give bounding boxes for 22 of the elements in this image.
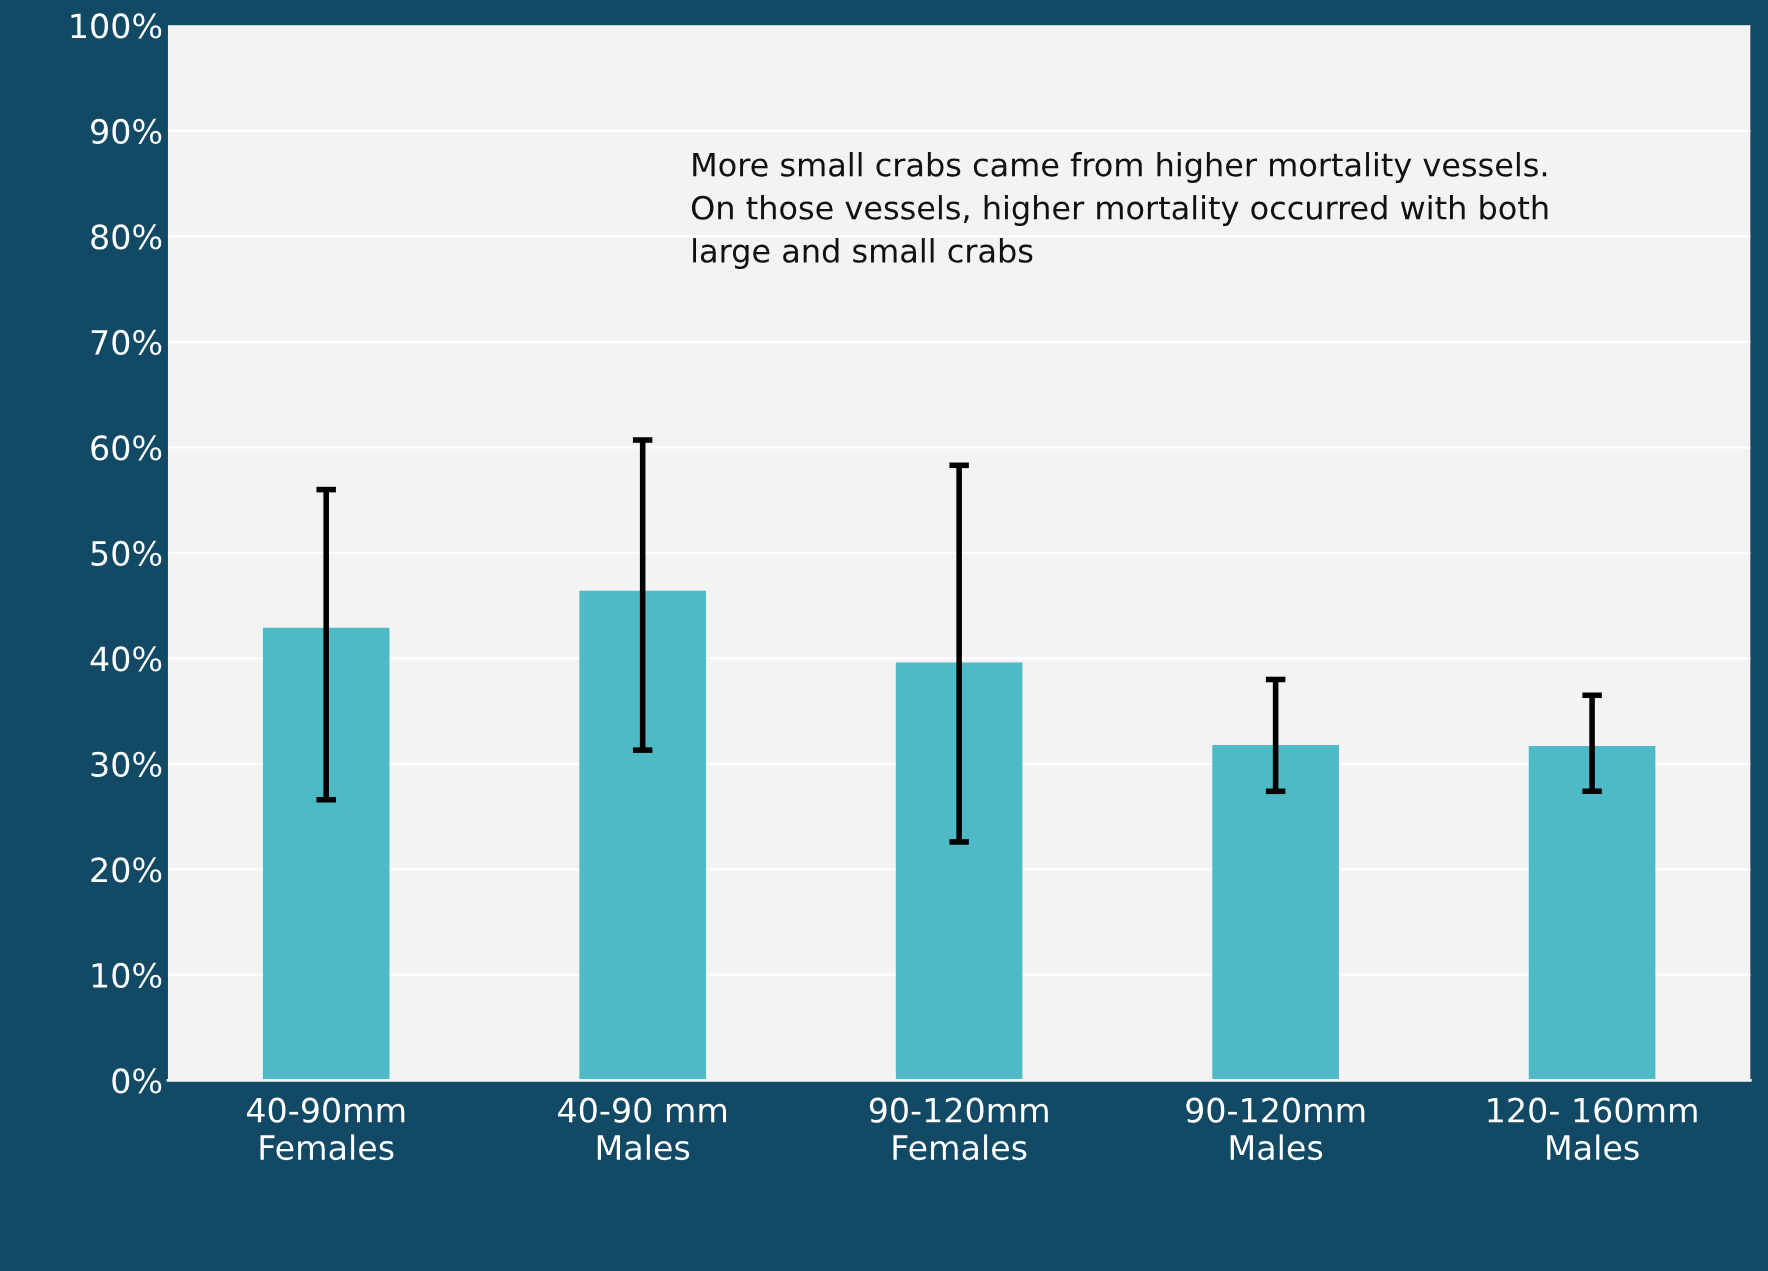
bar xyxy=(1528,745,1656,1081)
y-tick-label: 30% xyxy=(91,751,162,778)
y-tick-label: 10% xyxy=(92,962,162,988)
y-tick-label: 90% xyxy=(91,118,162,145)
y-tick-label: 20% xyxy=(91,857,162,883)
x-tick-label: 90-120mm Males xyxy=(1186,1097,1365,1161)
x-tick-label: 40-90mm Females xyxy=(246,1097,405,1161)
y-tick-label: 50% xyxy=(91,540,162,567)
y-tick-label: 100% xyxy=(71,13,162,39)
bar xyxy=(895,662,1023,1081)
x-tick-label: 90-120mm Females xyxy=(869,1097,1048,1161)
bar xyxy=(579,590,706,1081)
annotation: More small crabs came from higher mortality vessels. On those vessels, higher mortality occurred with both large and small crabs xyxy=(691,152,1548,270)
y-tick-label: 80% xyxy=(91,224,162,250)
x-tick-label: 120- 160mm Males xyxy=(1488,1097,1697,1161)
x-tick-label: 40-90 mm Males xyxy=(558,1097,727,1161)
y-tick-label: 70% xyxy=(91,329,162,356)
y-tick-label: 40% xyxy=(90,646,162,672)
bar xyxy=(262,627,390,1081)
bar xyxy=(1212,744,1339,1081)
y-tick-label: 0% xyxy=(112,1068,162,1094)
y-tick-label: 60% xyxy=(91,435,162,461)
